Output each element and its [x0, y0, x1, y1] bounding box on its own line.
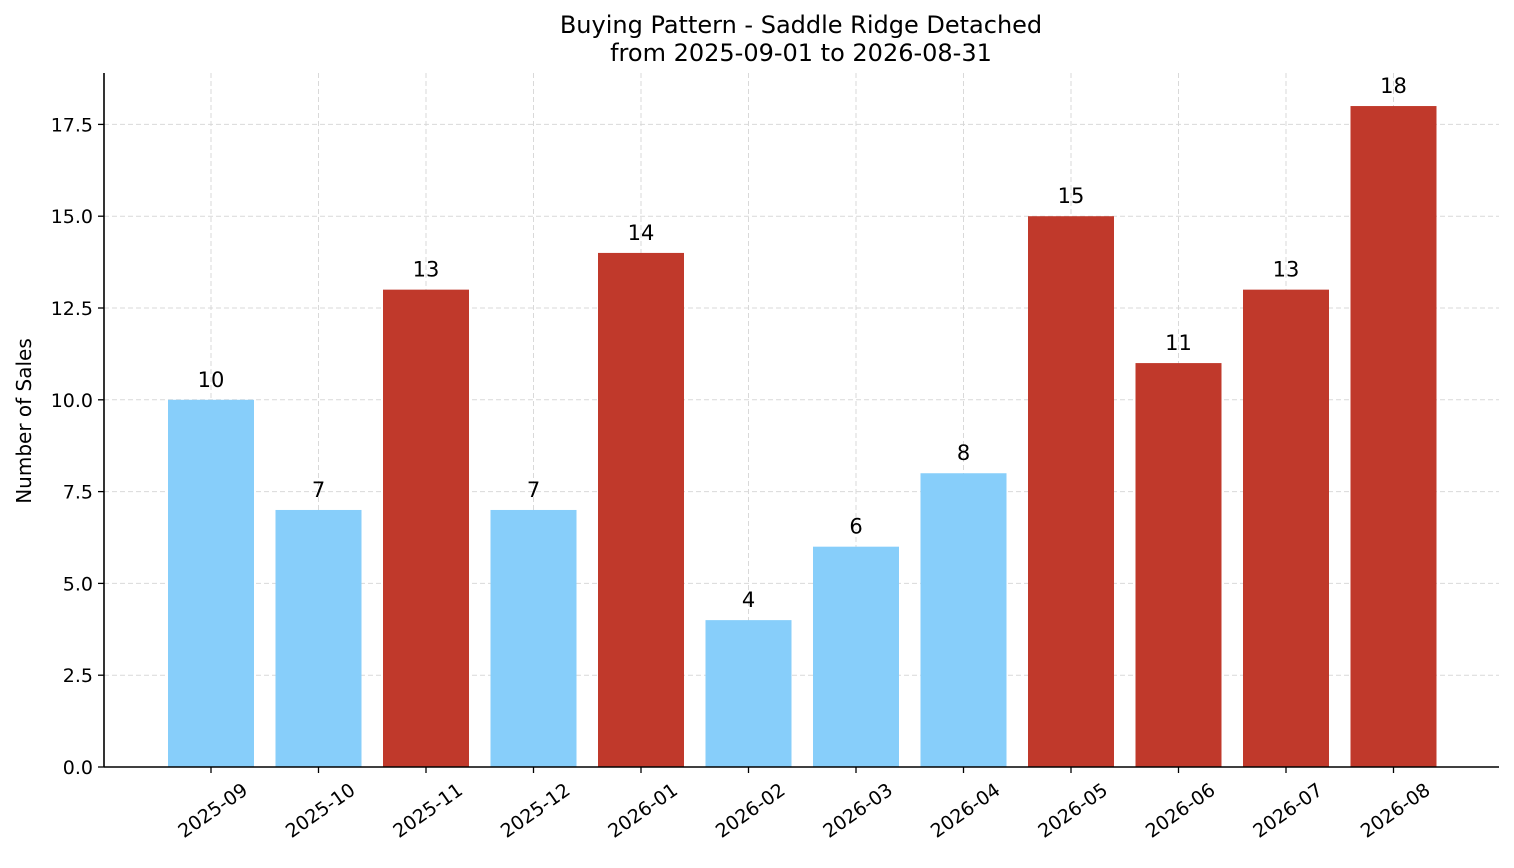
- x-tick-label: 2026-05: [1034, 779, 1112, 843]
- bar-2026-03: [813, 546, 899, 767]
- y-axis-label: Number of Sales: [12, 338, 36, 504]
- x-tick-label: 2025-12: [497, 779, 575, 843]
- bar-2025-09: [168, 399, 254, 767]
- data-label: 14: [628, 221, 655, 245]
- x-tick-label: 2025-11: [389, 779, 467, 843]
- data-label: 15: [1058, 184, 1085, 208]
- data-label: 13: [413, 258, 440, 282]
- data-label: 11: [1165, 331, 1192, 355]
- y-tick-label: 7.5: [63, 482, 93, 504]
- bars-layer: [168, 106, 1437, 768]
- data-label: 13: [1273, 258, 1300, 282]
- y-tick-label: 15.0: [51, 206, 93, 228]
- bar-2025-11: [383, 289, 469, 767]
- x-tick-label: 2025-10: [282, 779, 360, 843]
- bar-2025-12: [490, 509, 577, 767]
- x-tick-label: 2026-06: [1142, 779, 1220, 843]
- data-label: 10: [198, 368, 225, 392]
- x-tick-label: 2026-08: [1357, 779, 1435, 843]
- x-tick-label: 2026-04: [927, 779, 1005, 843]
- data-label: 8: [957, 441, 970, 465]
- y-tick-label: 17.5: [51, 114, 93, 136]
- bar-2026-04: [920, 473, 1007, 767]
- data-label: 6: [849, 515, 862, 539]
- y-tick-label: 0.0: [63, 757, 93, 779]
- axes-layer: [98, 73, 1499, 773]
- y-tick-label: 5.0: [63, 573, 93, 595]
- x-tick-label: 2026-01: [604, 779, 682, 843]
- data-label: 7: [527, 478, 540, 502]
- y-tick-label: 10.0: [51, 390, 93, 412]
- x-tick-label: 2026-03: [819, 779, 897, 843]
- x-tick-label: 2026-07: [1249, 779, 1327, 843]
- bar-2025-10: [275, 509, 362, 767]
- x-tick-label: 2026-02: [712, 779, 790, 843]
- y-tick-label: 2.5: [63, 665, 93, 687]
- data-label: 7: [312, 478, 325, 502]
- y-tick-label: 12.5: [51, 298, 93, 320]
- bar-2026-02: [705, 620, 792, 767]
- x-tick-label: 2025-09: [174, 779, 252, 843]
- chart-subtitle: from 2025-09-01 to 2026-08-31: [610, 39, 992, 67]
- bar-2026-08: [1350, 106, 1437, 768]
- data-label: 18: [1380, 74, 1407, 98]
- bar-2026-07: [1243, 289, 1329, 767]
- bar-2026-01: [598, 252, 684, 768]
- chart-title: Buying Pattern - Saddle Ridge Detached: [560, 11, 1042, 39]
- bar-2026-05: [1028, 216, 1114, 767]
- data-label: 4: [742, 588, 755, 612]
- bar-2026-06: [1135, 363, 1222, 767]
